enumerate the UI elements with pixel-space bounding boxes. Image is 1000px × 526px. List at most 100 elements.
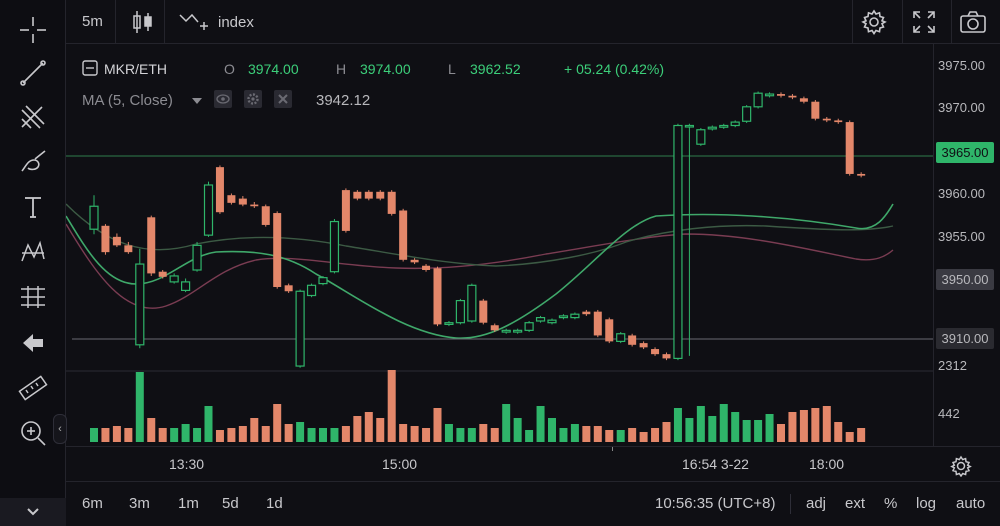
crosshair-icon[interactable]	[13, 12, 53, 48]
chart-canvas[interactable]	[66, 44, 933, 446]
candle-body	[628, 335, 637, 345]
candlestick-icon	[133, 11, 152, 33]
volume-bar	[548, 418, 556, 442]
chart-header: 5m index	[66, 0, 1000, 44]
indicator-value: 3942.12	[316, 92, 371, 109]
clock-timezone[interactable]: 10:56:35 (UTC+8)	[655, 495, 776, 512]
percent-toggle[interactable]: %	[884, 495, 898, 512]
ma-line-green	[66, 203, 894, 339]
text-tool-icon[interactable]	[13, 189, 53, 225]
volume-bar	[570, 424, 579, 442]
gear-icon	[861, 9, 887, 35]
candle-body	[558, 315, 569, 319]
divider	[852, 0, 853, 44]
candle-body	[822, 118, 831, 121]
time-label: 13:30	[169, 456, 205, 472]
dropdown-arrow-icon[interactable]	[192, 98, 202, 106]
candle-body	[273, 213, 282, 287]
toolbar-toggle-handle[interactable]: ‹	[53, 414, 67, 444]
volume-bar	[307, 428, 316, 442]
indicator-label: index	[218, 13, 254, 31]
zoom-icon[interactable]	[13, 415, 53, 451]
candle-body	[479, 300, 488, 323]
time-marker	[612, 447, 613, 451]
candle-body	[433, 268, 442, 325]
volume-bar	[525, 430, 534, 442]
screenshot-button[interactable]	[955, 6, 991, 38]
candle-body	[788, 95, 797, 98]
range-5d-button[interactable]: 5d	[222, 495, 239, 512]
symbol-label[interactable]: MKR/ETH	[104, 61, 167, 77]
indicator-settings-button[interactable]	[244, 90, 262, 108]
axis-settings-button[interactable]	[950, 455, 972, 478]
volume-bar	[708, 416, 717, 442]
candle-body	[376, 191, 385, 199]
settings-button[interactable]	[856, 6, 892, 38]
volume-bar	[857, 428, 866, 442]
candle-body	[203, 184, 214, 236]
adj-toggle[interactable]: adj	[806, 495, 827, 512]
interval-button[interactable]: 5m	[82, 13, 103, 30]
log-toggle[interactable]: log	[916, 495, 937, 512]
range-1d-button[interactable]: 1d	[266, 495, 283, 512]
volume-bar	[273, 404, 282, 442]
volume-bar	[513, 418, 522, 442]
candle-body	[513, 329, 523, 333]
price-tick: 3970.00	[938, 100, 985, 115]
pitchfork-icon[interactable]	[13, 99, 53, 135]
candlesticks	[89, 91, 866, 368]
indicator-row: MA (5, Close) 3942.12	[82, 90, 502, 112]
price-chart[interactable]	[66, 44, 933, 446]
ext-toggle[interactable]: ext	[845, 495, 866, 512]
candle-body	[616, 333, 626, 343]
candle-body	[501, 329, 511, 333]
price-scale[interactable]: 3975.00 3970.00 3965.00 3960.00 3955.00 …	[933, 44, 1000, 446]
candle-body	[684, 124, 695, 128]
collapse-legend-icon[interactable]	[82, 60, 98, 76]
pattern-icon[interactable]	[13, 234, 53, 270]
gear-icon	[950, 455, 972, 478]
fullscreen-button[interactable]	[906, 6, 942, 38]
candle-body	[593, 311, 602, 336]
candle-body	[364, 191, 373, 199]
fullscreen-icon	[913, 11, 935, 33]
visibility-toggle[interactable]	[214, 90, 232, 108]
range-6m-button[interactable]: 6m	[82, 495, 103, 512]
fib-levels-icon[interactable]	[13, 279, 53, 315]
volume-bar	[204, 406, 213, 442]
trend-line-icon[interactable]	[13, 55, 53, 91]
candle-body	[811, 101, 820, 119]
back-arrow-icon[interactable]	[13, 325, 53, 361]
auto-toggle[interactable]: auto	[956, 495, 986, 512]
candle-body	[261, 206, 270, 225]
chevron-left-icon: ‹	[58, 423, 62, 435]
volume-bar	[330, 428, 339, 442]
indicator-button[interactable]: index	[178, 6, 254, 38]
candle-style-button[interactable]	[130, 8, 156, 36]
collapse-toolbar-button[interactable]	[0, 498, 66, 526]
candle-body	[341, 190, 350, 231]
range-3m-button[interactable]: 3m	[129, 495, 150, 512]
volume-bar	[719, 404, 728, 442]
brush-icon[interactable]	[13, 143, 53, 179]
candle-body	[490, 325, 499, 331]
volume-bar	[158, 428, 167, 442]
volume-bar	[662, 422, 671, 442]
volume-bar	[605, 430, 614, 442]
ruler-icon[interactable]	[13, 370, 53, 406]
volume-bar	[765, 414, 774, 442]
remove-indicator-button[interactable]	[274, 90, 292, 108]
candle-body	[135, 263, 145, 346]
time-axis[interactable]: 13:30 15:00 16:54 3-22 18:00	[66, 446, 1000, 482]
volume-bar	[181, 424, 190, 442]
candle-body	[192, 244, 202, 271]
price-tick: 3955.00	[938, 229, 985, 244]
volume-bar	[673, 408, 682, 442]
candle-body	[284, 285, 293, 292]
current-price-tag: 3965.00	[936, 142, 994, 163]
range-1m-button[interactable]: 1m	[178, 495, 199, 512]
indicator-name[interactable]: MA (5, Close)	[82, 92, 173, 109]
volume-bar	[582, 426, 591, 442]
divider	[902, 0, 903, 44]
candle-body	[547, 319, 557, 324]
